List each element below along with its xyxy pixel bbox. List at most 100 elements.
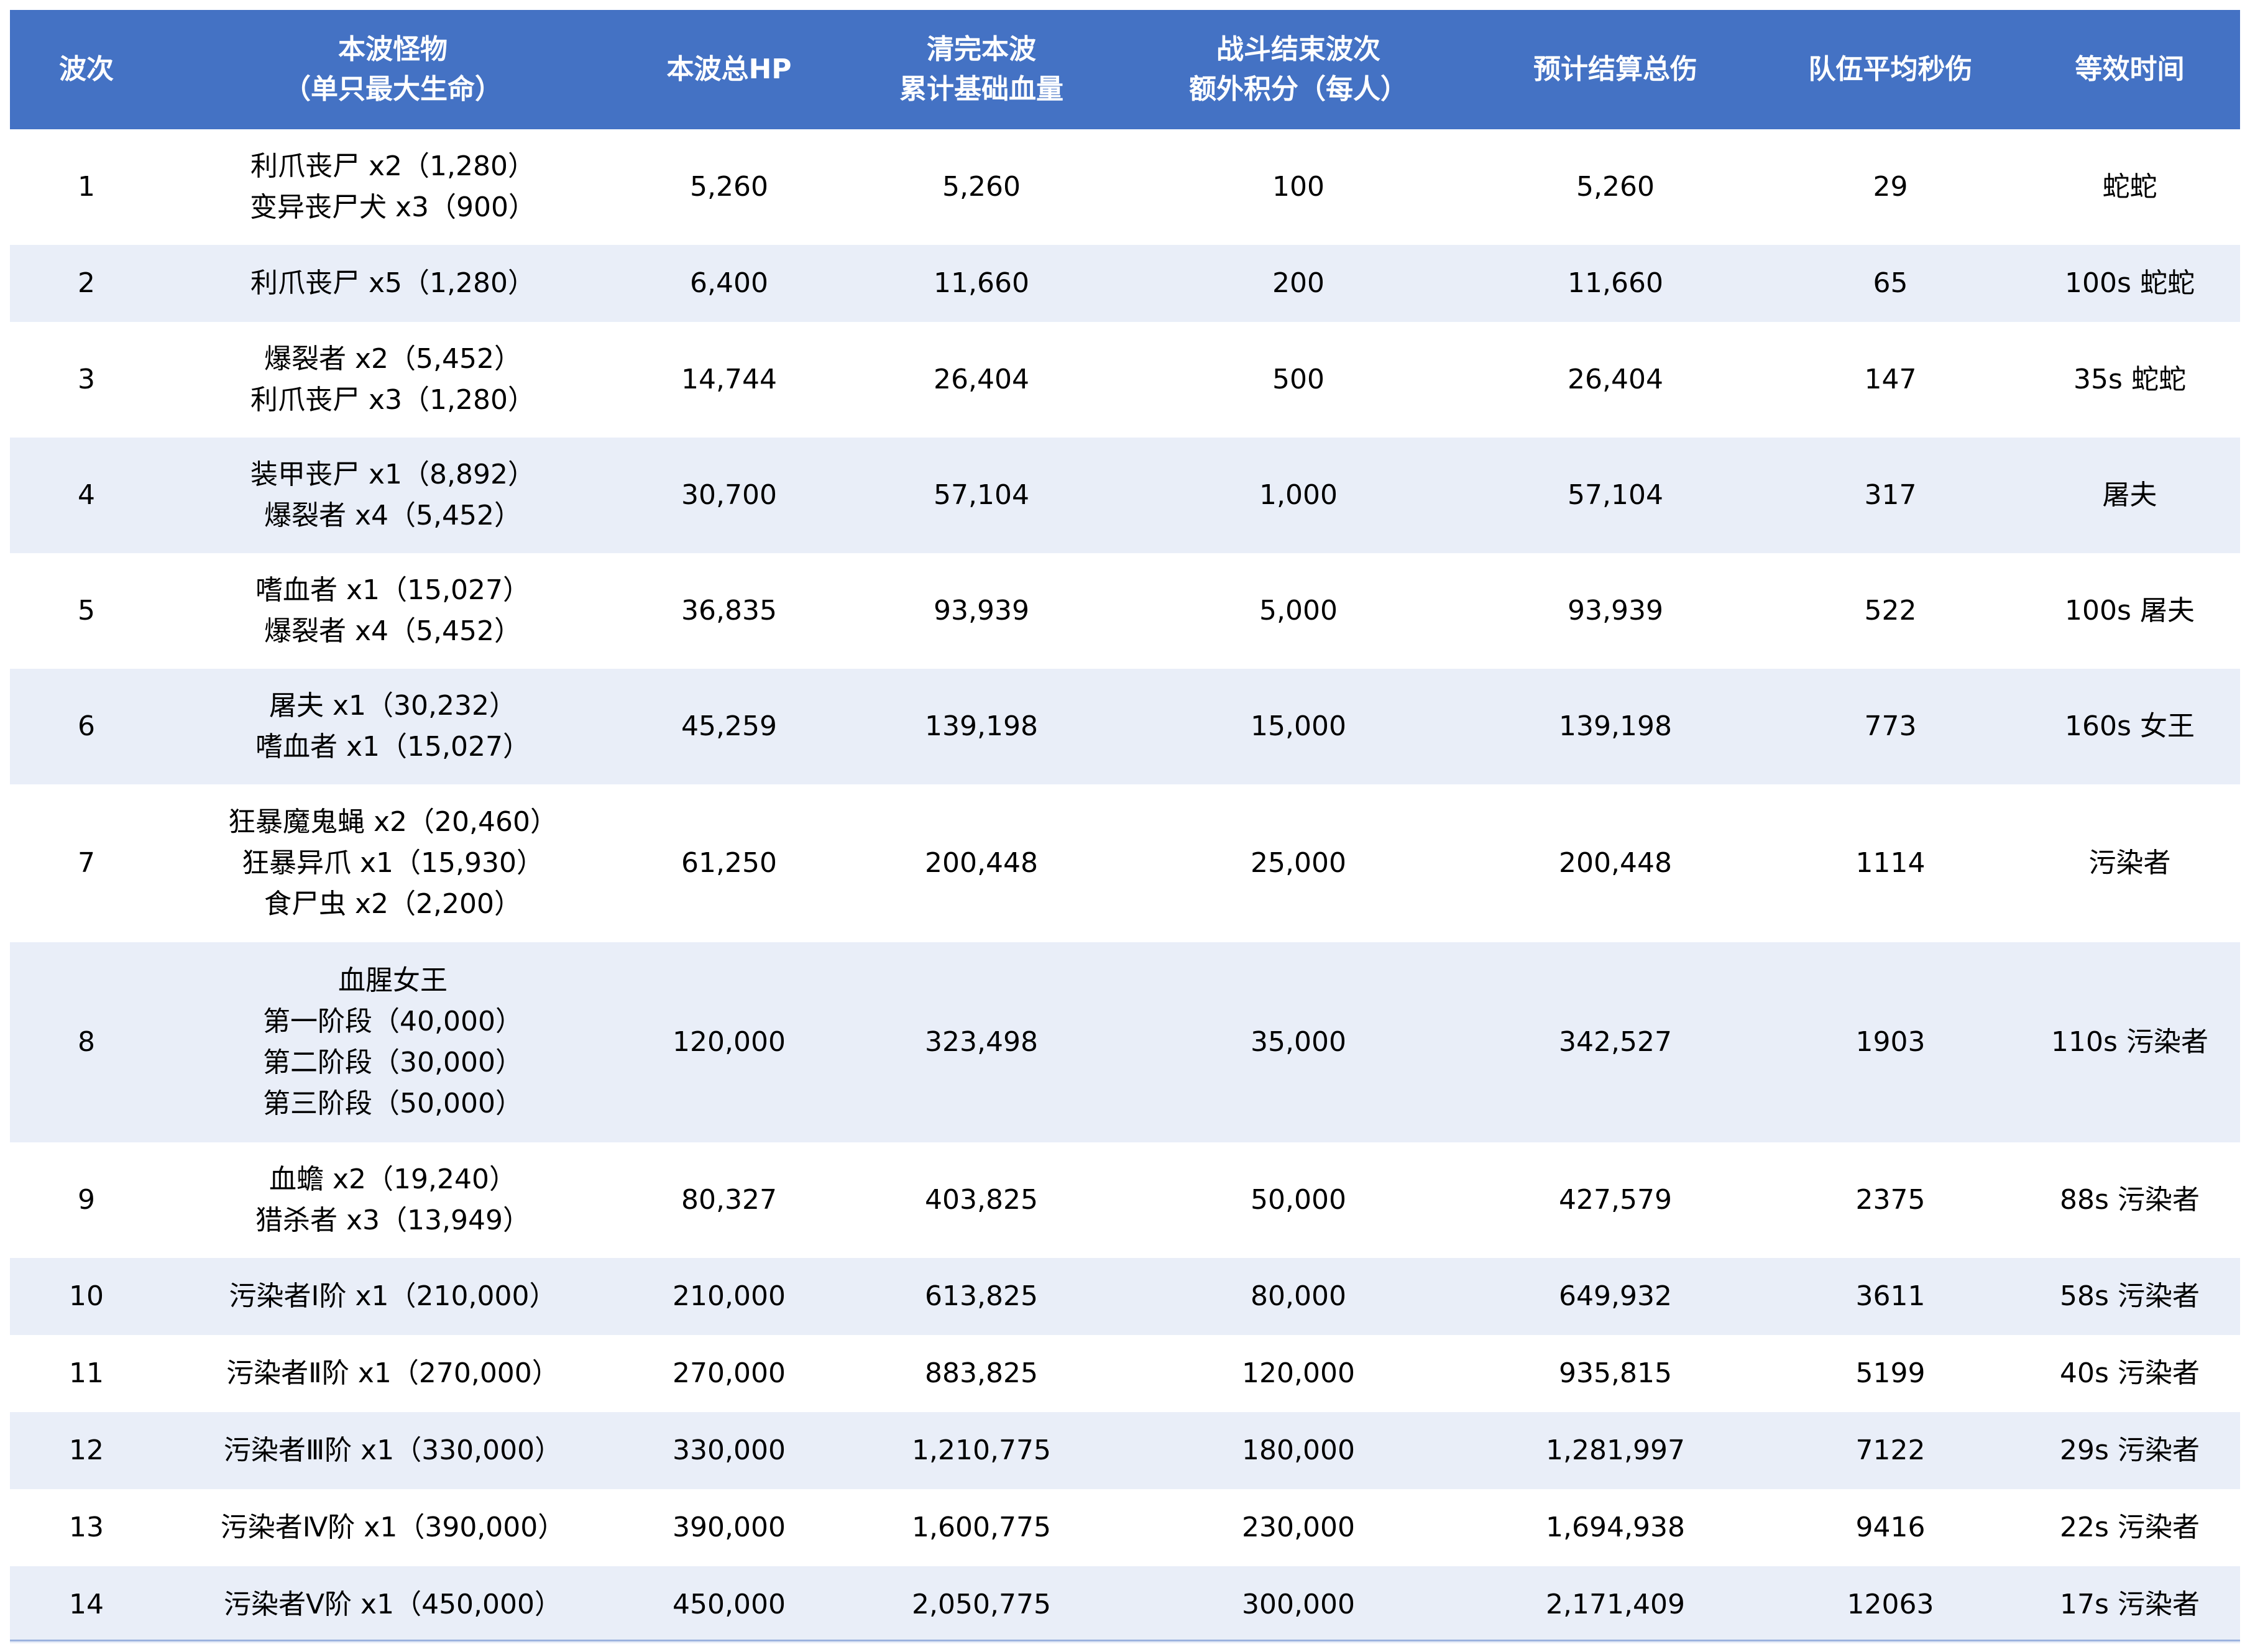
table-row: 4 装甲丧尸 x1（8,892） 爆裂者 x4（5,452） 30,700 57,104… [10, 438, 2240, 553]
team-dps-cell: 1114 [1855, 847, 1926, 879]
total-damage-cell: 93,939 [1568, 595, 1663, 626]
header-row: 波次 本波怪物 （单只最大生命） 本波总HP 清完本波 累计基础血量 战斗结束波… [10, 10, 2240, 129]
monsters-cell: 爆裂者 x2（5,452） 利爪丧尸 x3（1,280） [163, 322, 623, 438]
wave-cell: 5 [78, 595, 95, 626]
equivalent-time-cell: 屠夫 [2102, 479, 2157, 511]
wave-cell: 7 [78, 847, 95, 879]
bonus-points-cell: 230,000 [1242, 1512, 1355, 1543]
cumulative-hp-cell: 26,404 [934, 364, 1029, 395]
monster-line: 狂暴异爪 x1（15,930） [242, 847, 544, 879]
cumulative-hp-cell: 1,210,775 [912, 1434, 1051, 1466]
wave-hp-cell: 36,835 [681, 595, 777, 626]
cumulative-hp-cell: 613,825 [925, 1280, 1038, 1312]
wave-hp-cell: 30,700 [681, 479, 777, 511]
wave-cell: 13 [69, 1512, 104, 1543]
total-damage-cell: 11,660 [1568, 267, 1663, 299]
bonus-points-cell: 300,000 [1242, 1589, 1355, 1620]
wave-table: 波次 本波怪物 （单只最大生命） 本波总HP 清完本波 累计基础血量 战斗结束波… [10, 10, 2240, 1643]
wave-hp-cell: 5,260 [690, 171, 768, 203]
header-monsters: 本波怪物 （单只最大生命） [283, 34, 502, 105]
wave-cell: 1 [78, 171, 95, 203]
equivalent-time-cell: 17s 污染者 [2060, 1589, 2200, 1620]
bonus-points-cell: 180,000 [1242, 1434, 1355, 1466]
team-dps-cell: 5199 [1855, 1357, 1926, 1389]
equivalent-time-cell: 58s 污染者 [2060, 1280, 2200, 1312]
table-row: 6 屠夫 x1（30,232） 嗜血者 x1（15,027） 45,259 139,19… [10, 669, 2240, 784]
team-dps-cell: 3611 [1855, 1280, 1926, 1312]
monster-line: 污染者Ⅲ阶 x1（330,000） [223, 1434, 562, 1466]
wave-cell: 6 [78, 710, 95, 742]
header-total-damage: 预计结算总伤 [1533, 53, 1697, 85]
total-damage-cell: 200,448 [1559, 847, 1672, 879]
table-row: 12 污染者Ⅲ阶 x1（330,000） 330,000 1,210,775 180,0… [10, 1412, 2240, 1489]
monster-line: 食尸虫 x2（2,200） [264, 888, 521, 920]
wave-cell: 4 [78, 479, 95, 511]
header-equivalent-time: 等效时间 [2075, 53, 2185, 85]
table-body: 1 利爪丧尸 x2（1,280） 变异丧尸犬 x3（900） 5,260 5,260 10… [10, 129, 2240, 1643]
monster-line: 爆裂者 x2（5,452） [264, 343, 521, 375]
equivalent-time-cell: 100s 屠夫 [2065, 595, 2195, 626]
header-cumulative-hp: 清完本波 累计基础血量 [899, 34, 1063, 105]
table-row: 1 利爪丧尸 x2（1,280） 变异丧尸犬 x3（900） 5,260 5,260 10… [10, 129, 2240, 245]
total-damage-cell: 1,694,938 [1546, 1512, 1685, 1543]
wave-hp-cell: 14,744 [681, 364, 777, 395]
team-dps-cell: 29 [1873, 171, 1908, 203]
table-bottom-rule [10, 1640, 2240, 1641]
wave-hp-cell: 390,000 [673, 1512, 786, 1543]
monsters-cell: 利爪丧尸 x2（1,280） 变异丧尸犬 x3（900） [163, 129, 623, 245]
monster-line: 污染者Ⅴ阶 x1（450,000） [223, 1589, 562, 1620]
monsters-cell: 污染者Ⅰ阶 x1（210,000） [163, 1258, 623, 1335]
monster-line: 第三阶段（50,000） [263, 1088, 523, 1119]
cumulative-hp-cell: 1,600,775 [912, 1512, 1051, 1543]
equivalent-time-cell: 22s 污染者 [2060, 1512, 2200, 1543]
header-team-dps: 队伍平均秒伤 [1808, 53, 1973, 85]
cumulative-hp-cell: 93,939 [934, 595, 1029, 626]
cumulative-hp-cell: 5,260 [942, 171, 1021, 203]
table-row: 7 狂暴魔鬼蝇 x2（20,460） 狂暴异爪 x1（15,930） 食尸虫 x2（2… [10, 784, 2240, 942]
monster-line: 爆裂者 x4（5,452） [264, 500, 521, 531]
team-dps-cell: 65 [1873, 267, 1908, 299]
bonus-points-cell: 120,000 [1242, 1357, 1355, 1389]
wave-cell: 14 [69, 1589, 104, 1620]
total-damage-cell: 649,932 [1559, 1280, 1672, 1312]
monster-line: 装甲丧尸 x1（8,892） [250, 459, 535, 490]
monsters-cell: 血腥女王 第一阶段（40,000） 第二阶段（30,000） 第三阶段（50,000） [163, 942, 623, 1142]
equivalent-time-cell: 160s 女王 [2065, 710, 2195, 742]
monster-line: 嗜血者 x1（15,027） [255, 574, 530, 606]
wave-table-container: 波次 本波怪物 （单只最大生命） 本波总HP 清完本波 累计基础血量 战斗结束波… [10, 10, 2240, 1643]
total-damage-cell: 935,815 [1559, 1357, 1672, 1389]
team-dps-cell: 773 [1864, 710, 1917, 742]
bonus-points-cell: 15,000 [1251, 710, 1346, 742]
equivalent-time-cell: 40s 污染者 [2060, 1357, 2200, 1389]
monster-line: 爆裂者 x4（5,452） [264, 615, 521, 647]
team-dps-cell: 9416 [1855, 1512, 1926, 1543]
monsters-cell: 污染者Ⅲ阶 x1（330,000） [163, 1412, 623, 1489]
total-damage-cell: 1,281,997 [1546, 1434, 1685, 1466]
equivalent-time-cell: 100s 蛇蛇 [2065, 267, 2195, 299]
monsters-cell: 利爪丧尸 x5（1,280） [163, 245, 623, 322]
table-row: 8 血腥女王 第一阶段（40,000） 第二阶段（30,000） 第三阶段（50,000… [10, 942, 2240, 1142]
total-damage-cell: 139,198 [1559, 710, 1672, 742]
team-dps-cell: 7122 [1855, 1434, 1926, 1466]
wave-hp-cell: 80,327 [681, 1184, 777, 1216]
monster-line: 污染者Ⅳ阶 x1（390,000） [220, 1512, 566, 1543]
table-row: 5 嗜血者 x1（15,027） 爆裂者 x4（5,452） 36,835 93,939… [10, 553, 2240, 669]
table-row: 10 污染者Ⅰ阶 x1（210,000） 210,000 613,825 80,000 6… [10, 1258, 2240, 1335]
total-damage-cell: 427,579 [1559, 1184, 1672, 1216]
monster-line: 利爪丧尸 x5（1,280） [250, 267, 535, 299]
monster-line: 狂暴魔鬼蝇 x2（20,460） [228, 806, 558, 838]
monsters-cell: 污染者Ⅱ阶 x1（270,000） [163, 1335, 623, 1412]
bonus-points-cell: 80,000 [1251, 1280, 1346, 1312]
table-row: 13 污染者Ⅳ阶 x1（390,000） 390,000 1,600,775 230,0… [10, 1489, 2240, 1566]
bonus-points-cell: 35,000 [1251, 1026, 1346, 1058]
monster-line: 利爪丧尸 x3（1,280） [250, 384, 535, 416]
team-dps-cell: 147 [1864, 364, 1917, 395]
wave-hp-cell: 61,250 [681, 847, 777, 879]
total-damage-cell: 2,171,409 [1546, 1589, 1685, 1620]
monster-line: 污染者Ⅰ阶 x1（210,000） [229, 1280, 557, 1312]
monster-line: 嗜血者 x1（15,027） [255, 731, 530, 763]
table-row: 14 污染者Ⅴ阶 x1（450,000） 450,000 2,050,775 300,0… [10, 1566, 2240, 1643]
bonus-points-cell: 25,000 [1251, 847, 1346, 879]
monster-line: 血蟾 x2（19,240） [269, 1163, 517, 1195]
bonus-points-cell: 200 [1272, 267, 1325, 299]
